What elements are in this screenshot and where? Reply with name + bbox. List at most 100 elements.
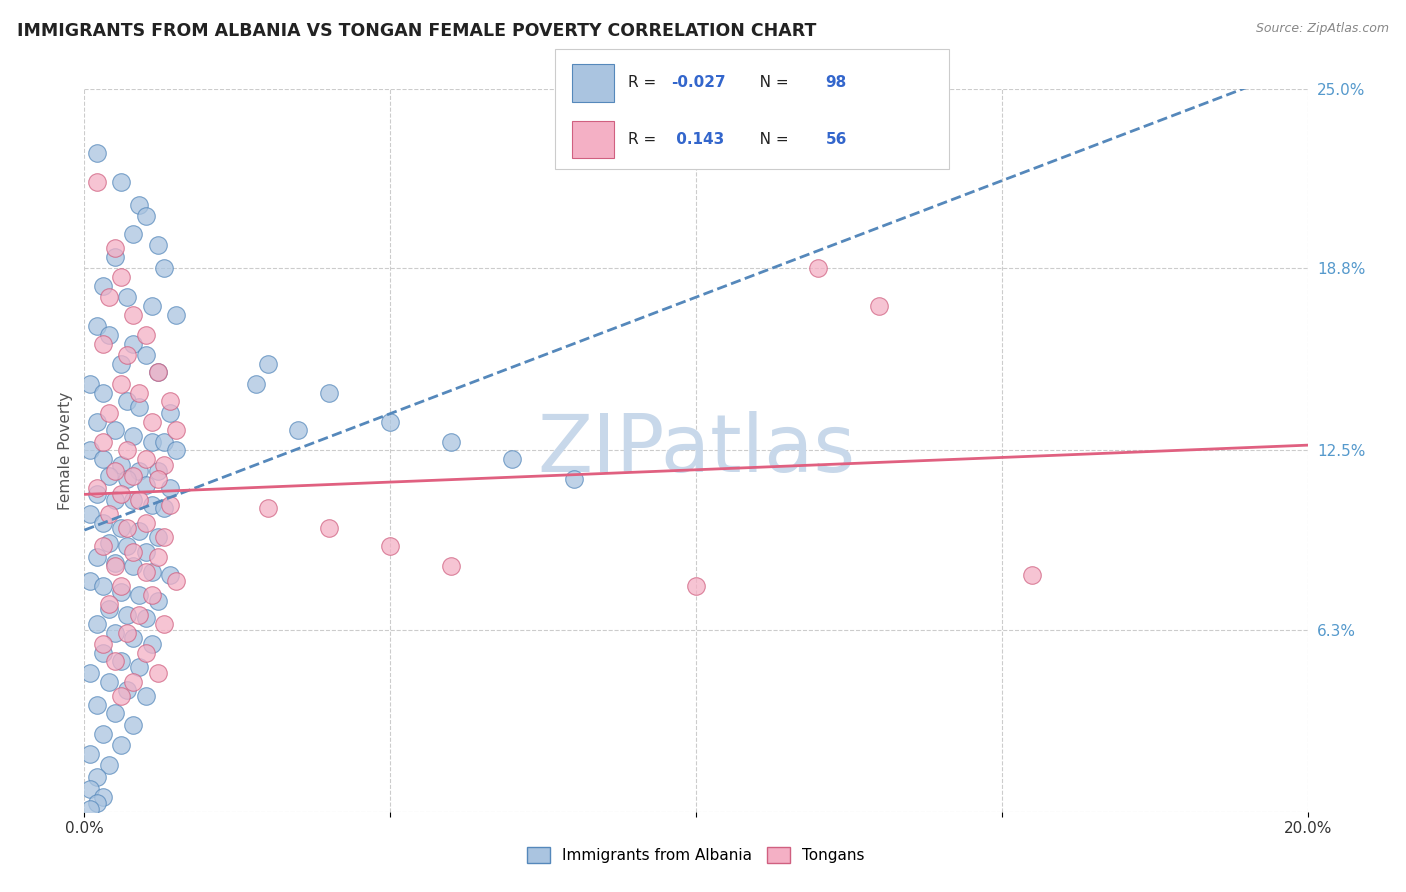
Text: IMMIGRANTS FROM ALBANIA VS TONGAN FEMALE POVERTY CORRELATION CHART: IMMIGRANTS FROM ALBANIA VS TONGAN FEMALE…: [17, 22, 817, 40]
Point: [141, 415, 163, 429]
Point: [122, 718, 145, 732]
Point: [110, 655, 132, 669]
Point: [128, 492, 150, 507]
Point: [146, 472, 169, 486]
Point: [97, 507, 120, 521]
Point: [79, 507, 101, 521]
Point: [128, 400, 150, 414]
Point: [122, 559, 145, 574]
Point: [97, 597, 120, 611]
Point: [380, 415, 402, 429]
Point: [86, 319, 108, 334]
Point: [159, 499, 181, 513]
Point: [86, 616, 108, 631]
Point: [318, 385, 340, 400]
Point: [146, 593, 169, 607]
Point: [110, 738, 132, 752]
Point: [502, 452, 524, 467]
Point: [128, 588, 150, 602]
Point: [135, 327, 157, 342]
Point: [122, 492, 145, 507]
Point: [159, 406, 181, 420]
Point: [128, 524, 150, 539]
Point: [97, 327, 120, 342]
Point: [79, 376, 101, 391]
Point: [869, 299, 891, 313]
Point: [257, 501, 280, 516]
Point: [122, 469, 145, 483]
Text: R =: R =: [628, 132, 662, 147]
Point: [135, 348, 157, 362]
Point: [122, 227, 145, 241]
Point: [86, 698, 108, 712]
Point: [91, 385, 114, 400]
Point: [79, 665, 101, 680]
Point: [91, 579, 114, 593]
Point: [135, 544, 157, 558]
Point: [135, 210, 157, 224]
Point: [110, 175, 132, 189]
Point: [110, 521, 132, 535]
Point: [86, 796, 108, 810]
Point: [153, 530, 176, 544]
Point: [153, 501, 176, 516]
Point: [562, 472, 585, 486]
Text: -0.027: -0.027: [671, 75, 725, 90]
Point: [153, 261, 176, 276]
Point: [91, 727, 114, 741]
Point: [79, 747, 101, 761]
Point: [128, 464, 150, 478]
Point: [91, 452, 114, 467]
Point: [115, 625, 138, 640]
Point: [97, 758, 120, 772]
Text: 56: 56: [825, 132, 846, 147]
Point: [104, 655, 127, 669]
Point: [86, 415, 108, 429]
Point: [115, 683, 138, 698]
Point: [122, 632, 145, 646]
Point: [128, 660, 150, 674]
Point: [91, 646, 114, 660]
Text: ZIPatlas: ZIPatlas: [537, 411, 855, 490]
Point: [97, 406, 120, 420]
Text: R =: R =: [628, 75, 662, 90]
Point: [79, 443, 101, 458]
Point: [128, 198, 150, 212]
Point: [440, 559, 463, 574]
Point: [287, 423, 309, 437]
Point: [135, 516, 157, 530]
Point: [135, 646, 157, 660]
Point: [159, 567, 181, 582]
Point: [141, 299, 163, 313]
Point: [97, 602, 120, 616]
Point: [110, 357, 132, 371]
Text: Source: ZipAtlas.com: Source: ZipAtlas.com: [1256, 22, 1389, 36]
Point: [110, 376, 132, 391]
Point: [141, 499, 163, 513]
Point: [153, 458, 176, 472]
Point: [97, 536, 120, 550]
Point: [104, 559, 127, 574]
Text: 0.143: 0.143: [671, 132, 724, 147]
Point: [86, 175, 108, 189]
Point: [86, 770, 108, 784]
Point: [104, 492, 127, 507]
Point: [141, 434, 163, 449]
Point: [135, 478, 157, 492]
Point: [128, 608, 150, 623]
Point: [165, 574, 187, 588]
Point: [104, 625, 127, 640]
Point: [135, 611, 157, 625]
Point: [122, 544, 145, 558]
Point: [146, 550, 169, 565]
Point: [104, 556, 127, 570]
Point: [104, 250, 127, 264]
Point: [153, 434, 176, 449]
Point: [122, 308, 145, 322]
Point: [91, 637, 114, 651]
Point: [91, 336, 114, 351]
Point: [141, 588, 163, 602]
Point: [79, 802, 101, 816]
Point: [165, 308, 187, 322]
Point: [115, 472, 138, 486]
